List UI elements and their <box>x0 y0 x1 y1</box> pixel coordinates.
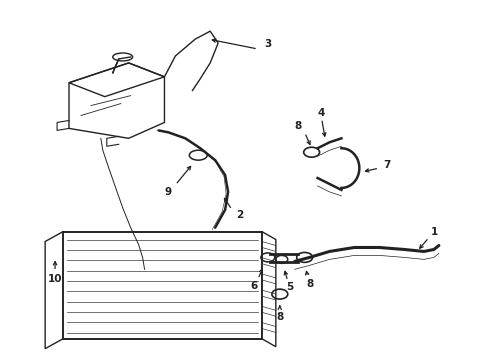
Text: 7: 7 <box>384 160 391 170</box>
Bar <box>63 231 262 339</box>
Text: 5: 5 <box>286 282 294 292</box>
Text: 8: 8 <box>306 279 313 289</box>
Text: 2: 2 <box>236 210 244 220</box>
Text: 1: 1 <box>431 226 439 237</box>
Text: 8: 8 <box>276 312 283 322</box>
Text: 3: 3 <box>264 39 271 49</box>
Text: 10: 10 <box>48 274 62 284</box>
Text: 6: 6 <box>250 281 258 291</box>
Text: 9: 9 <box>165 187 172 197</box>
Text: 4: 4 <box>318 108 325 117</box>
Text: 8: 8 <box>294 121 301 131</box>
